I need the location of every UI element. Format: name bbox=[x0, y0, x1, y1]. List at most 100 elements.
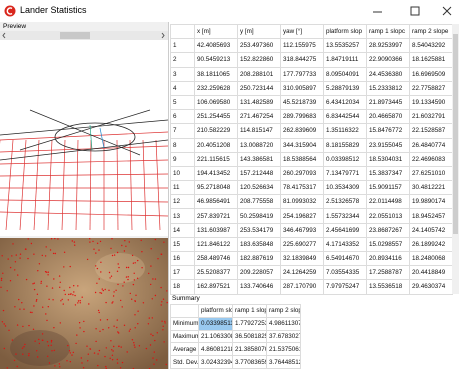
cell[interactable]: 121.846122 bbox=[195, 237, 238, 251]
column-header[interactable]: ramp 1 slopc bbox=[367, 25, 410, 39]
cell[interactable]: 50.2598419 bbox=[238, 209, 281, 223]
cell[interactable]: 15.3837347 bbox=[367, 166, 410, 180]
cell[interactable]: 221.115615 bbox=[195, 152, 238, 166]
cell[interactable]: 8.54043292 bbox=[410, 39, 453, 53]
cell[interactable]: 37.6783027 bbox=[267, 330, 301, 343]
cell[interactable]: 3.76448512 bbox=[267, 356, 301, 369]
cell[interactable]: 15.9091157 bbox=[367, 181, 410, 195]
row-header[interactable]: Minimum bbox=[171, 317, 199, 330]
cell[interactable]: 16.6969509 bbox=[410, 67, 453, 81]
cell[interactable]: 7.13479771 bbox=[324, 166, 367, 180]
cell[interactable]: 208.288101 bbox=[238, 67, 281, 81]
cell[interactable]: 133.740646 bbox=[238, 280, 281, 294]
cell[interactable]: 23.9155045 bbox=[367, 138, 410, 152]
cell[interactable]: 95.2718048 bbox=[195, 181, 238, 195]
cell[interactable]: 78.4175317 bbox=[281, 181, 324, 195]
cell[interactable]: 20.4418849 bbox=[410, 266, 453, 280]
column-header[interactable]: ramp 2 slope bbox=[410, 25, 453, 39]
cell[interactable]: 143.386581 bbox=[238, 152, 281, 166]
cell[interactable]: 2.51326578 bbox=[324, 195, 367, 209]
row-header[interactable]: 7 bbox=[171, 124, 195, 138]
cell[interactable]: 21.8973445 bbox=[367, 95, 410, 109]
cell[interactable]: 26.1899242 bbox=[410, 237, 453, 251]
cell[interactable]: 6.43412034 bbox=[324, 95, 367, 109]
cell[interactable]: 28.9253997 bbox=[367, 39, 410, 53]
cell[interactable]: 0.03398512 bbox=[324, 152, 367, 166]
cell[interactable]: 21.3858070 bbox=[233, 343, 267, 356]
cell[interactable]: 38.1811065 bbox=[195, 67, 238, 81]
cell[interactable]: 208.775558 bbox=[238, 195, 281, 209]
cell[interactable]: 27.6251010 bbox=[410, 166, 453, 180]
cell[interactable]: 36.5081825 bbox=[233, 330, 267, 343]
row-header[interactable]: 12 bbox=[171, 195, 195, 209]
cell[interactable]: 4.98611307 bbox=[267, 317, 301, 330]
scrollbar[interactable] bbox=[0, 31, 168, 40]
cell[interactable]: 22.1528587 bbox=[410, 124, 453, 138]
vertical-scrollbar[interactable] bbox=[452, 24, 459, 294]
cell[interactable]: 162.897521 bbox=[195, 280, 238, 294]
cell[interactable]: 20.8934116 bbox=[367, 252, 410, 266]
cell[interactable]: 46.9856491 bbox=[195, 195, 238, 209]
cell[interactable]: 1.84719111 bbox=[324, 53, 367, 67]
cell[interactable]: 152.822860 bbox=[238, 53, 281, 67]
cell[interactable]: 17.2588787 bbox=[367, 266, 410, 280]
cell[interactable]: 344.315904 bbox=[281, 138, 324, 152]
column-header[interactable]: yaw [°] bbox=[281, 25, 324, 39]
cell[interactable]: 18.1625881 bbox=[410, 53, 453, 67]
cell[interactable]: 7.97975247 bbox=[324, 280, 367, 294]
cell[interactable]: 260.297093 bbox=[281, 166, 324, 180]
cell[interactable]: 3.77083659 bbox=[233, 356, 267, 369]
row-header[interactable]: 13 bbox=[171, 209, 195, 223]
cell[interactable]: 257.839721 bbox=[195, 209, 238, 223]
cell[interactable]: 251.254455 bbox=[195, 110, 238, 124]
cell[interactable]: 183.635848 bbox=[238, 237, 281, 251]
cell[interactable]: 1.35116322 bbox=[324, 124, 367, 138]
cell[interactable]: 209.228057 bbox=[238, 266, 281, 280]
row-header[interactable]: Std. Dev. bbox=[171, 356, 199, 369]
window-controls[interactable] bbox=[365, 0, 459, 22]
row-header[interactable]: 16 bbox=[171, 252, 195, 266]
cell[interactable]: 346.467993 bbox=[281, 223, 324, 237]
cell[interactable]: 45.5218739 bbox=[281, 95, 324, 109]
cell[interactable]: 4.17143352 bbox=[324, 237, 367, 251]
cell[interactable]: 24.4536380 bbox=[367, 67, 410, 81]
cell[interactable]: 18.9452457 bbox=[410, 209, 453, 223]
cell[interactable]: 4.86081218 bbox=[199, 343, 233, 356]
cell[interactable]: 177.797733 bbox=[281, 67, 324, 81]
cell[interactable]: 21.6032791 bbox=[410, 110, 453, 124]
cell[interactable]: 253.534179 bbox=[238, 223, 281, 237]
cell[interactable]: 15.2333812 bbox=[367, 81, 410, 95]
cell[interactable]: 19.9890174 bbox=[410, 195, 453, 209]
cell[interactable]: 22.0551013 bbox=[367, 209, 410, 223]
cell[interactable]: 131.482589 bbox=[238, 95, 281, 109]
cell[interactable]: 287.170790 bbox=[281, 280, 324, 294]
cell[interactable]: 23.8687267 bbox=[367, 223, 410, 237]
cell[interactable]: 22.4696083 bbox=[410, 152, 453, 166]
cell[interactable]: 157.212448 bbox=[238, 166, 281, 180]
cell[interactable]: 258.489746 bbox=[195, 252, 238, 266]
cell[interactable]: 112.155975 bbox=[281, 39, 324, 53]
row-header[interactable]: 15 bbox=[171, 237, 195, 251]
cell[interactable]: 22.0114498 bbox=[367, 195, 410, 209]
cell[interactable]: 3.02432394 bbox=[199, 356, 233, 369]
cell[interactable]: 8.18155829 bbox=[324, 138, 367, 152]
cell[interactable]: 106.069580 bbox=[195, 95, 238, 109]
cell[interactable]: 30.4812221 bbox=[410, 181, 453, 195]
row-header[interactable]: 18 bbox=[171, 280, 195, 294]
row-header[interactable]: 3 bbox=[171, 67, 195, 81]
cell[interactable]: 5.28879139 bbox=[324, 81, 367, 95]
cell[interactable]: 232.259628 bbox=[195, 81, 238, 95]
cell[interactable]: 13.0088720 bbox=[238, 138, 281, 152]
cell[interactable]: 20.4051208 bbox=[195, 138, 238, 152]
column-header[interactable]: ramp 2 slope bbox=[267, 305, 301, 318]
cell[interactable]: 2.45641699 bbox=[324, 223, 367, 237]
cell[interactable]: 253.497360 bbox=[238, 39, 281, 53]
cell[interactable]: 18.5388564 bbox=[281, 152, 324, 166]
cell[interactable]: 1.55732344 bbox=[324, 209, 367, 223]
cell[interactable]: 1.77927253 bbox=[233, 317, 267, 330]
cell[interactable]: 81.0993032 bbox=[281, 195, 324, 209]
cell[interactable]: 90.5459213 bbox=[195, 53, 238, 67]
cell[interactable]: 21.1063308 bbox=[199, 330, 233, 343]
row-header[interactable]: 8 bbox=[171, 138, 195, 152]
cell[interactable]: 250.723144 bbox=[238, 81, 281, 95]
